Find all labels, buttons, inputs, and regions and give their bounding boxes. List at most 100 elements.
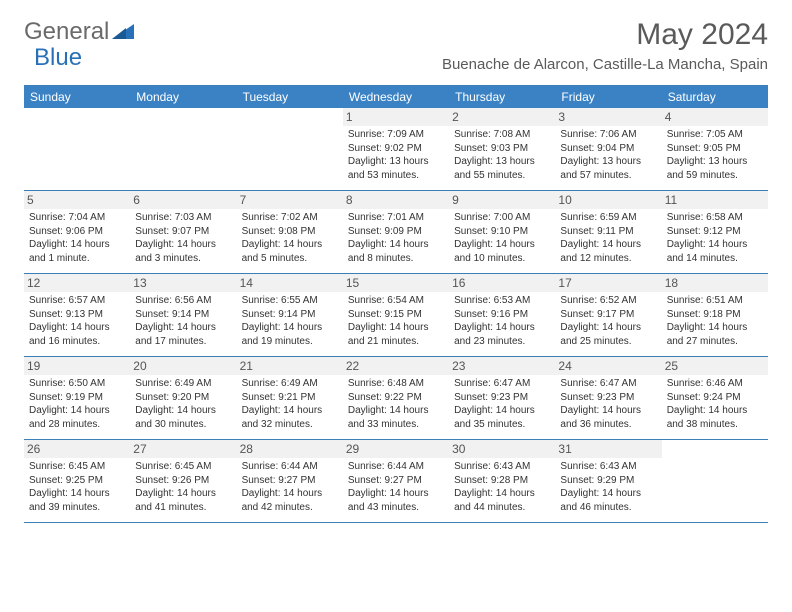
daylight-text: Daylight: 13 hours and 59 minutes. <box>667 155 763 182</box>
day-cell: 4Sunrise: 7:05 AMSunset: 9:05 PMDaylight… <box>662 108 768 190</box>
sunrise-text: Sunrise: 6:53 AM <box>454 294 550 308</box>
sunrise-text: Sunrise: 7:00 AM <box>454 211 550 225</box>
sunset-text: Sunset: 9:21 PM <box>242 391 338 405</box>
sunrise-text: Sunrise: 6:59 AM <box>560 211 656 225</box>
day-number: 22 <box>343 357 449 375</box>
daylight-text: Daylight: 13 hours and 55 minutes. <box>454 155 550 182</box>
day-cell: 29Sunrise: 6:44 AMSunset: 9:27 PMDayligh… <box>343 440 449 522</box>
day-number: 4 <box>662 108 768 126</box>
sunrise-text: Sunrise: 6:45 AM <box>29 460 125 474</box>
day-cell: 22Sunrise: 6:48 AMSunset: 9:22 PMDayligh… <box>343 357 449 439</box>
day-number: 21 <box>237 357 343 375</box>
weekday-header-cell: Sunday <box>24 86 130 108</box>
sunset-text: Sunset: 9:08 PM <box>242 225 338 239</box>
daylight-text: Daylight: 13 hours and 57 minutes. <box>560 155 656 182</box>
daylight-text: Daylight: 14 hours and 3 minutes. <box>135 238 231 265</box>
sunset-text: Sunset: 9:27 PM <box>242 474 338 488</box>
sunset-text: Sunset: 9:04 PM <box>560 142 656 156</box>
day-number: 18 <box>662 274 768 292</box>
daylight-text: Daylight: 14 hours and 1 minute. <box>29 238 125 265</box>
daylight-text: Daylight: 14 hours and 46 minutes. <box>560 487 656 514</box>
week-row: 19Sunrise: 6:50 AMSunset: 9:19 PMDayligh… <box>24 357 768 440</box>
day-cell: 16Sunrise: 6:53 AMSunset: 9:16 PMDayligh… <box>449 274 555 356</box>
day-number: 5 <box>24 191 130 209</box>
daylight-text: Daylight: 14 hours and 27 minutes. <box>667 321 763 348</box>
daylight-text: Daylight: 14 hours and 16 minutes. <box>29 321 125 348</box>
month-title: May 2024 <box>442 18 768 52</box>
logo-text-blue: Blue <box>34 44 82 72</box>
sunset-text: Sunset: 9:13 PM <box>29 308 125 322</box>
sunset-text: Sunset: 9:25 PM <box>29 474 125 488</box>
week-row: 12Sunrise: 6:57 AMSunset: 9:13 PMDayligh… <box>24 274 768 357</box>
daylight-text: Daylight: 14 hours and 44 minutes. <box>454 487 550 514</box>
location-text: Buenache de Alarcon, Castille-La Mancha,… <box>442 56 768 73</box>
day-cell: 23Sunrise: 6:47 AMSunset: 9:23 PMDayligh… <box>449 357 555 439</box>
sunrise-text: Sunrise: 7:01 AM <box>348 211 444 225</box>
day-cell: 18Sunrise: 6:51 AMSunset: 9:18 PMDayligh… <box>662 274 768 356</box>
day-cell: 19Sunrise: 6:50 AMSunset: 9:19 PMDayligh… <box>24 357 130 439</box>
weekday-header-cell: Wednesday <box>343 86 449 108</box>
sunset-text: Sunset: 9:14 PM <box>135 308 231 322</box>
sunrise-text: Sunrise: 6:55 AM <box>242 294 338 308</box>
sunset-text: Sunset: 9:02 PM <box>348 142 444 156</box>
sunset-text: Sunset: 9:07 PM <box>135 225 231 239</box>
day-number: 9 <box>449 191 555 209</box>
sunrise-text: Sunrise: 6:50 AM <box>29 377 125 391</box>
sunset-text: Sunset: 9:16 PM <box>454 308 550 322</box>
day-cell: 2Sunrise: 7:08 AMSunset: 9:03 PMDaylight… <box>449 108 555 190</box>
day-number: 12 <box>24 274 130 292</box>
day-cell: 7Sunrise: 7:02 AMSunset: 9:08 PMDaylight… <box>237 191 343 273</box>
daylight-text: Daylight: 14 hours and 10 minutes. <box>454 238 550 265</box>
weeks-container: 1Sunrise: 7:09 AMSunset: 9:02 PMDaylight… <box>24 108 768 523</box>
day-cell <box>24 108 130 190</box>
weekday-header-cell: Saturday <box>662 86 768 108</box>
day-number: 11 <box>662 191 768 209</box>
daylight-text: Daylight: 14 hours and 23 minutes. <box>454 321 550 348</box>
sunset-text: Sunset: 9:11 PM <box>560 225 656 239</box>
sunset-text: Sunset: 9:18 PM <box>667 308 763 322</box>
sunrise-text: Sunrise: 6:46 AM <box>667 377 763 391</box>
day-number: 17 <box>555 274 661 292</box>
sunrise-text: Sunrise: 6:49 AM <box>135 377 231 391</box>
daylight-text: Daylight: 14 hours and 38 minutes. <box>667 404 763 431</box>
sunrise-text: Sunrise: 6:48 AM <box>348 377 444 391</box>
sunrise-text: Sunrise: 6:44 AM <box>348 460 444 474</box>
day-number: 10 <box>555 191 661 209</box>
sunrise-text: Sunrise: 6:54 AM <box>348 294 444 308</box>
day-cell: 17Sunrise: 6:52 AMSunset: 9:17 PMDayligh… <box>555 274 661 356</box>
sunset-text: Sunset: 9:10 PM <box>454 225 550 239</box>
day-cell: 13Sunrise: 6:56 AMSunset: 9:14 PMDayligh… <box>130 274 236 356</box>
sunrise-text: Sunrise: 7:06 AM <box>560 128 656 142</box>
sunset-text: Sunset: 9:27 PM <box>348 474 444 488</box>
sunrise-text: Sunrise: 7:08 AM <box>454 128 550 142</box>
week-row: 1Sunrise: 7:09 AMSunset: 9:02 PMDaylight… <box>24 108 768 191</box>
sunrise-text: Sunrise: 6:52 AM <box>560 294 656 308</box>
weekday-header-cell: Tuesday <box>237 86 343 108</box>
sunset-text: Sunset: 9:24 PM <box>667 391 763 405</box>
sunrise-text: Sunrise: 6:56 AM <box>135 294 231 308</box>
sunset-text: Sunset: 9:19 PM <box>29 391 125 405</box>
day-cell: 25Sunrise: 6:46 AMSunset: 9:24 PMDayligh… <box>662 357 768 439</box>
day-cell: 3Sunrise: 7:06 AMSunset: 9:04 PMDaylight… <box>555 108 661 190</box>
sunset-text: Sunset: 9:17 PM <box>560 308 656 322</box>
day-cell: 1Sunrise: 7:09 AMSunset: 9:02 PMDaylight… <box>343 108 449 190</box>
sunset-text: Sunset: 9:12 PM <box>667 225 763 239</box>
day-number: 1 <box>343 108 449 126</box>
day-cell: 20Sunrise: 6:49 AMSunset: 9:20 PMDayligh… <box>130 357 236 439</box>
daylight-text: Daylight: 13 hours and 53 minutes. <box>348 155 444 182</box>
sunset-text: Sunset: 9:14 PM <box>242 308 338 322</box>
day-cell: 10Sunrise: 6:59 AMSunset: 9:11 PMDayligh… <box>555 191 661 273</box>
day-cell: 11Sunrise: 6:58 AMSunset: 9:12 PMDayligh… <box>662 191 768 273</box>
day-cell: 28Sunrise: 6:44 AMSunset: 9:27 PMDayligh… <box>237 440 343 522</box>
day-cell: 5Sunrise: 7:04 AMSunset: 9:06 PMDaylight… <box>24 191 130 273</box>
day-number: 20 <box>130 357 236 375</box>
weekday-header-cell: Monday <box>130 86 236 108</box>
daylight-text: Daylight: 14 hours and 32 minutes. <box>242 404 338 431</box>
sunset-text: Sunset: 9:20 PM <box>135 391 231 405</box>
day-number: 8 <box>343 191 449 209</box>
sunset-text: Sunset: 9:23 PM <box>560 391 656 405</box>
day-cell: 21Sunrise: 6:49 AMSunset: 9:21 PMDayligh… <box>237 357 343 439</box>
day-cell: 26Sunrise: 6:45 AMSunset: 9:25 PMDayligh… <box>24 440 130 522</box>
day-cell: 9 Sunrise: 7:00 AMSunset: 9:10 PMDaylight… <box>449 191 555 273</box>
day-cell: 31Sunrise: 6:43 AMSunset: 9:29 PMDayligh… <box>555 440 661 522</box>
